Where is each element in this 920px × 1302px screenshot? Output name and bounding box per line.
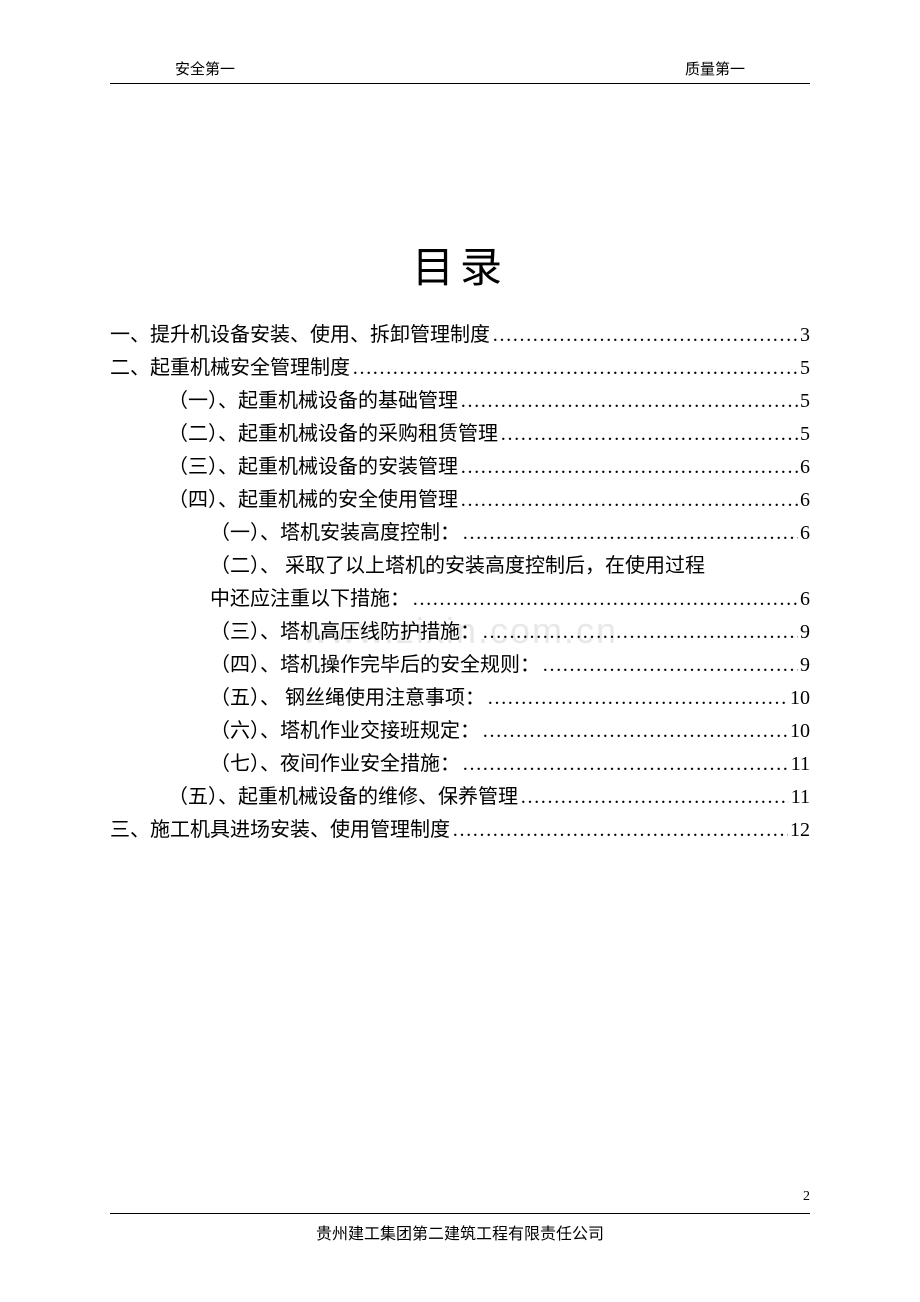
content-area: 目录 一、提升机设备安装、使用、拆卸管理制度3二、起重机械安全管理制度5（一）、… bbox=[110, 234, 810, 847]
toc-entry-page: 9 bbox=[800, 616, 810, 649]
toc-entry: （二）、 采取了以上塔机的安装高度控制后，在使用过程中还应注重以下措施： 6 bbox=[110, 550, 810, 616]
page-header: 安全第一 质量第一 bbox=[110, 58, 810, 84]
toc-entry-label: 二、起重机械安全管理制度 bbox=[110, 352, 350, 385]
toc-entry-page: 6 bbox=[800, 583, 810, 616]
toc-entry-label: （五）、起重机械设备的维修、保养管理 bbox=[168, 781, 518, 814]
toc-entry-page: 10 bbox=[790, 715, 810, 748]
toc-leader bbox=[460, 451, 798, 484]
toc-entry-page: 3 bbox=[800, 319, 810, 352]
toc-leader bbox=[460, 484, 798, 517]
toc-leader bbox=[352, 352, 798, 385]
header-right-text: 质量第一 bbox=[685, 58, 745, 79]
toc-entry: （三）、塔机高压线防护措施： 9 bbox=[110, 616, 810, 649]
toc-entry: （七）、夜间作业安全措施： 11 bbox=[110, 748, 810, 781]
header-left-text: 安全第一 bbox=[175, 58, 235, 79]
toc-entry: （四）、起重机械的安全使用管理 6 bbox=[110, 484, 810, 517]
toc-entry: （三）、起重机械设备的安装管理 6 bbox=[110, 451, 810, 484]
toc-entry-label-part2: 中还应注重以下措施： bbox=[210, 583, 410, 616]
toc-entry: （一）、塔机安装高度控制： 6 bbox=[110, 517, 810, 550]
toc-entry-continuation: 中还应注重以下措施： 6 bbox=[210, 583, 810, 616]
toc-entry-page: 9 bbox=[800, 649, 810, 682]
toc-entry-label: （四）、起重机械的安全使用管理 bbox=[168, 484, 458, 517]
toc-entry-label: 一、提升机设备安装、使用、拆卸管理制度 bbox=[110, 319, 490, 352]
toc-entry: 二、起重机械安全管理制度 5 bbox=[110, 352, 810, 385]
toc-entry-label: （七）、夜间作业安全措施： bbox=[210, 748, 460, 781]
toc-entry-page: 6 bbox=[800, 484, 810, 517]
toc-entry-label: （一）、起重机械设备的基础管理 bbox=[168, 385, 458, 418]
toc-entry-label: （二）、 采取了以上塔机的安装高度控制后，在使用过程 bbox=[210, 550, 810, 583]
toc-leader bbox=[542, 649, 798, 682]
toc-entry-page: 11 bbox=[791, 781, 810, 814]
toc-leader bbox=[462, 748, 789, 781]
toc-leader bbox=[492, 319, 798, 352]
page-number: 2 bbox=[803, 1189, 810, 1205]
toc-entry: （五）、 钢丝绳使用注意事项： 10 bbox=[110, 682, 810, 715]
toc-entry-page: 5 bbox=[800, 352, 810, 385]
toc-entry-label: （六）、塔机作业交接班规定： bbox=[210, 715, 480, 748]
toc-leader bbox=[412, 583, 798, 616]
toc-entry: （四）、塔机操作完毕后的安全规则： 9 bbox=[110, 649, 810, 682]
table-of-contents: 一、提升机设备安装、使用、拆卸管理制度3二、起重机械安全管理制度5（一）、起重机… bbox=[110, 319, 810, 847]
toc-entry-label: （二）、起重机械设备的采购租赁管理 bbox=[168, 418, 498, 451]
toc-entry-page: 5 bbox=[800, 418, 810, 451]
toc-entry-page: 12 bbox=[790, 814, 810, 847]
footer-org-text: 贵州建工集团第二建筑工程有限责任公司 bbox=[110, 1213, 810, 1244]
toc-leader bbox=[452, 814, 788, 847]
toc-entry-label: （三）、塔机高压线防护措施： bbox=[210, 616, 480, 649]
toc-leader bbox=[462, 517, 798, 550]
toc-entry-label: （一）、塔机安装高度控制： bbox=[210, 517, 460, 550]
toc-entry-page: 11 bbox=[791, 748, 810, 781]
toc-entry: 三、施工机具进场安装、使用管理制度 12 bbox=[110, 814, 810, 847]
toc-leader bbox=[482, 715, 788, 748]
toc-entry: （五）、起重机械设备的维修、保养管理 11 bbox=[110, 781, 810, 814]
toc-leader bbox=[460, 385, 798, 418]
toc-title: 目录 bbox=[110, 234, 810, 295]
toc-leader bbox=[500, 418, 798, 451]
toc-entry-label: （四）、塔机操作完毕后的安全规则： bbox=[210, 649, 540, 682]
toc-entry-label: （五）、 钢丝绳使用注意事项： bbox=[210, 682, 485, 715]
toc-entry: 一、提升机设备安装、使用、拆卸管理制度 3 bbox=[110, 319, 810, 352]
toc-entry: （六）、塔机作业交接班规定： 10 bbox=[110, 715, 810, 748]
toc-entry: （二）、起重机械设备的采购租赁管理 5 bbox=[110, 418, 810, 451]
toc-entry-page: 6 bbox=[800, 517, 810, 550]
toc-entry-label: （三）、起重机械设备的安装管理 bbox=[168, 451, 458, 484]
toc-leader bbox=[487, 682, 788, 715]
toc-entry-page: 6 bbox=[800, 451, 810, 484]
toc-leader bbox=[482, 616, 798, 649]
page-footer: 2 贵州建工集团第二建筑工程有限责任公司 bbox=[110, 1213, 810, 1244]
toc-leader bbox=[520, 781, 789, 814]
toc-entry: （一）、起重机械设备的基础管理 5 bbox=[110, 385, 810, 418]
document-page: 安全第一 质量第一 www.zixin.com.cn 目录 一、提升机设备安装、… bbox=[0, 0, 920, 1302]
toc-entry-page: 10 bbox=[790, 682, 810, 715]
toc-entry-page: 5 bbox=[800, 385, 810, 418]
toc-entry-label: 三、施工机具进场安装、使用管理制度 bbox=[110, 814, 450, 847]
